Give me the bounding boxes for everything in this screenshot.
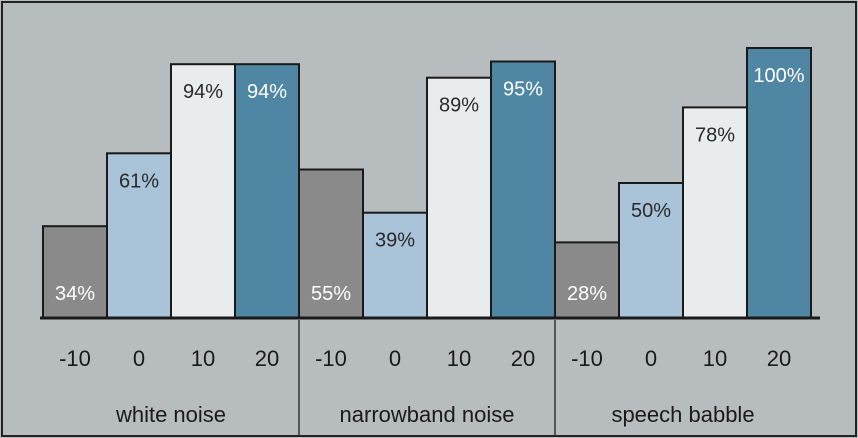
bar-2-1 <box>618 182 684 319</box>
bar-0-3 <box>234 63 300 319</box>
x-tick-label-1-3: 20 <box>511 346 535 371</box>
x-tick-label-1-2: 10 <box>447 346 471 371</box>
bar-value-label-1-0: 55% <box>311 283 351 305</box>
x-tick-label-0-3: 20 <box>255 346 279 371</box>
bar-0-0 <box>42 225 108 319</box>
bar-value-label-2-2: 78% <box>695 124 735 146</box>
x-tick-label-2-2: 10 <box>703 346 727 371</box>
bar-2-0 <box>554 241 620 319</box>
bar-value-label-0-1: 61% <box>119 170 159 192</box>
x-tick-label-0-0: -10 <box>59 346 91 371</box>
x-tick-label-1-1: 0 <box>389 346 401 371</box>
x-tick-label-0-2: 10 <box>191 346 215 371</box>
x-tick-label-2-3: 20 <box>767 346 791 371</box>
x-tick-label-2-1: 0 <box>645 346 657 371</box>
group-label-2: speech babble <box>611 402 754 427</box>
bar-value-label-2-3: 100% <box>753 65 804 87</box>
bar-value-label-2-0: 28% <box>567 283 607 305</box>
x-tick-label-0-1: 0 <box>133 346 145 371</box>
bar-1-1 <box>362 211 428 319</box>
bar-value-label-1-3: 95% <box>503 79 543 101</box>
group-label-1: narrowband noise <box>340 402 515 427</box>
bar-value-label-1-2: 89% <box>439 95 479 117</box>
bar-value-label-0-2: 94% <box>183 81 223 103</box>
bar-1-0 <box>298 168 364 319</box>
bar-value-label-0-3: 94% <box>247 81 287 103</box>
x-tick-label-2-0: -10 <box>571 346 603 371</box>
bar-2-3 <box>746 47 812 319</box>
bar-2-2 <box>682 106 748 320</box>
group-label-0: white noise <box>115 402 226 427</box>
tick-labels-layer: -10 0 10 20 -10 0 10 20 -10 0 10 20 <box>59 346 791 371</box>
bar-value-label-1-1: 39% <box>375 230 415 252</box>
bar-value-label-0-0: 34% <box>55 283 95 305</box>
group-labels-layer: white noise narrowband noise speech babble <box>115 320 755 436</box>
bar-0-2 <box>170 63 236 319</box>
bars-layer: 34% 61% 94% 94% 55% 39% 89% 95% 28% 50% 78% 100% <box>42 47 812 320</box>
x-tick-label-1-0: -10 <box>315 346 347 371</box>
bar-value-label-2-1: 50% <box>631 200 671 222</box>
